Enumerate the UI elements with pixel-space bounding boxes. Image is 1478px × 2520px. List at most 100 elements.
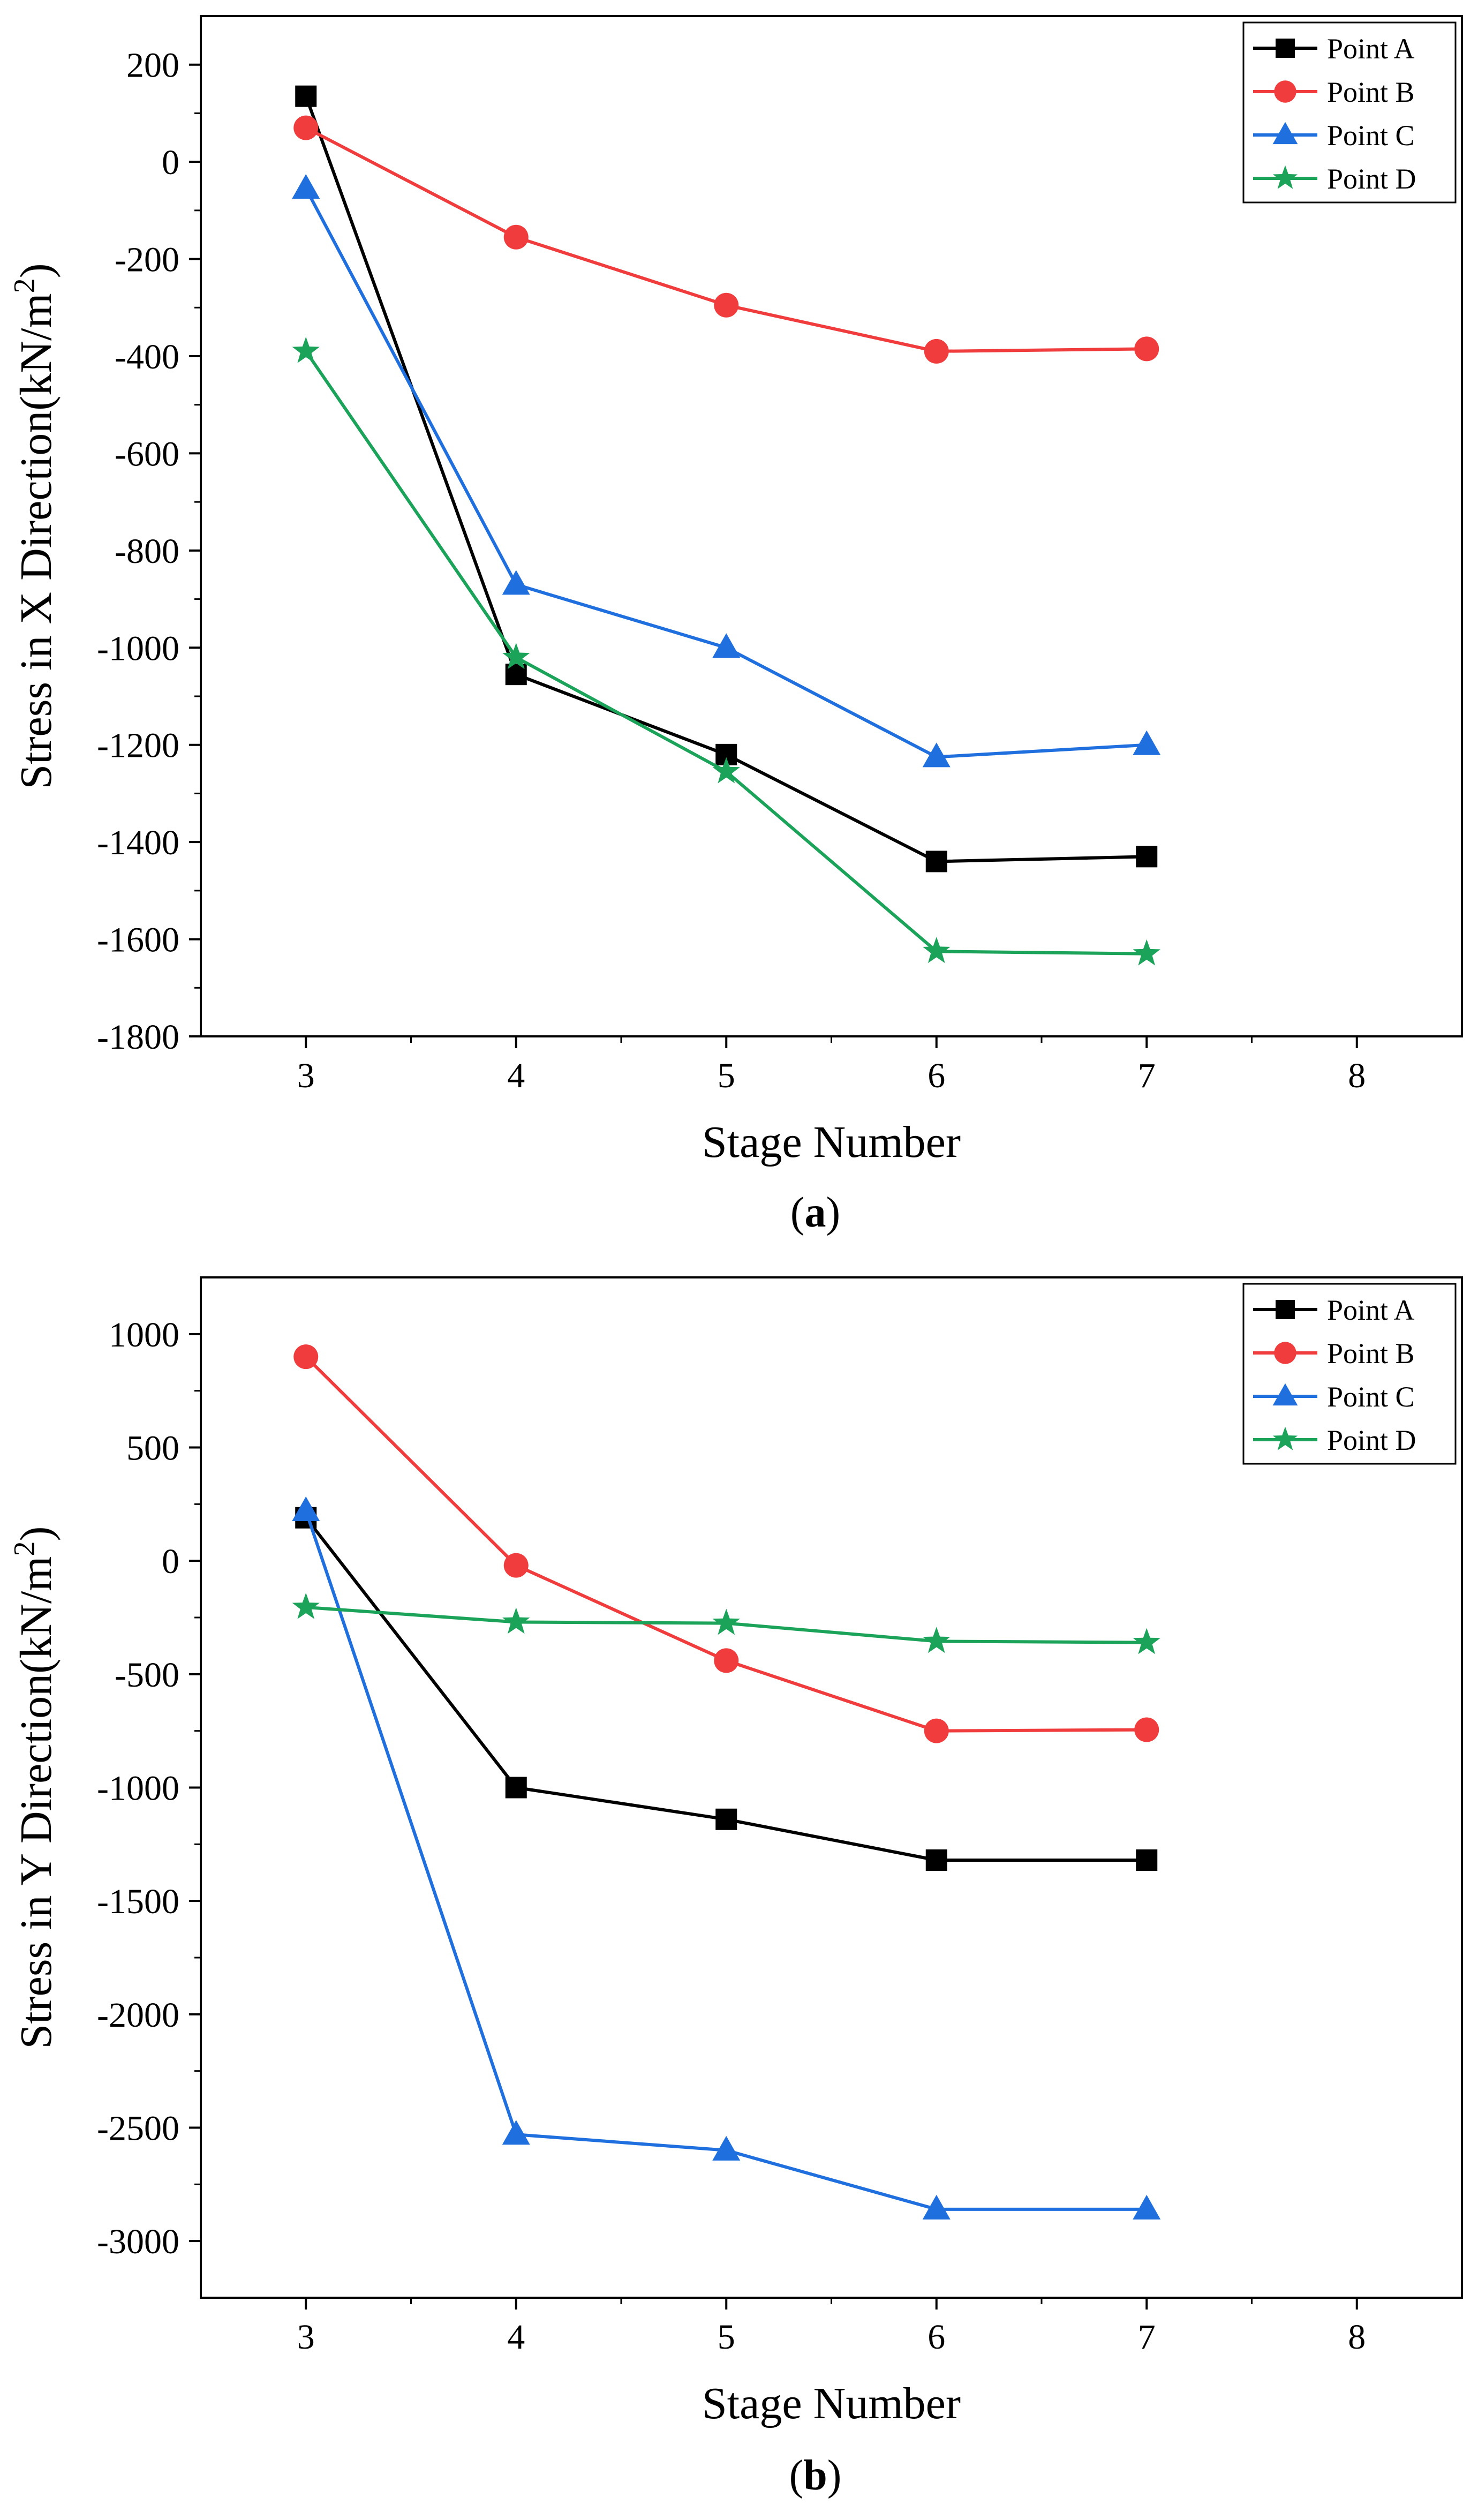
y-tick-label: 1000 <box>109 1315 179 1355</box>
panel-caption: (a) <box>790 1189 840 1236</box>
x-axis-title: Stage Number <box>702 1117 961 1167</box>
x-tick-label: 6 <box>927 2318 945 2357</box>
legend-label: Point D <box>1327 163 1416 195</box>
series-point-b <box>293 115 1159 364</box>
data-point <box>923 1627 951 1653</box>
y-tick-label: -1400 <box>97 823 179 862</box>
data-point <box>712 757 740 784</box>
data-point <box>1134 336 1159 362</box>
legend: Point A Point B Point C Point D <box>1242 21 1457 204</box>
data-point <box>502 2120 530 2145</box>
y-tick-label: -800 <box>115 532 179 571</box>
data-point <box>924 338 949 364</box>
data-point <box>925 1849 947 1871</box>
data-point <box>503 224 529 250</box>
legend-marker <box>1272 1383 1298 1406</box>
x-tick-label: 4 <box>507 1056 525 1095</box>
legend-label: Point B <box>1327 76 1415 108</box>
data-point <box>714 1648 739 1673</box>
legend-marker <box>1272 1426 1298 1450</box>
y-axis-title: Stress in X Direction(kN/m2) <box>8 263 61 789</box>
x-tick-label: 5 <box>718 1056 735 1095</box>
x-tick-label: 3 <box>297 2318 315 2357</box>
x-tick-label: 8 <box>1348 1056 1366 1095</box>
data-point <box>924 1718 949 1743</box>
x-tick-label: 6 <box>927 1056 945 1095</box>
data-point <box>1136 1849 1158 1871</box>
legend-label: Point C <box>1327 119 1415 152</box>
y-tick-label: -1500 <box>97 1882 179 1921</box>
data-point <box>1133 2194 1161 2220</box>
chart-panel-b: 3 4 5 6 7 8 -3000 -2500 -2000 -1500 -1000 -500 0 500 1… <box>8 1276 1463 2499</box>
data-point <box>715 1808 737 1830</box>
legend-marker <box>1274 1342 1296 1364</box>
data-point <box>923 937 951 964</box>
x-tick-label: 8 <box>1348 2318 1366 2357</box>
series-point-d <box>292 1592 1160 1654</box>
data-point <box>922 2194 951 2220</box>
x-tick-label: 5 <box>718 2318 735 2357</box>
series-point-a <box>295 85 1158 872</box>
y-tick-label: -2000 <box>97 1996 179 2035</box>
data-point <box>712 633 741 658</box>
data-point <box>292 174 320 199</box>
data-point <box>925 851 947 872</box>
data-point <box>295 85 317 107</box>
data-point <box>1136 846 1158 868</box>
data-point <box>293 115 319 140</box>
data-point <box>505 1777 527 1799</box>
legend-label: Point D <box>1327 1424 1416 1456</box>
data-point <box>502 643 530 670</box>
legend: Point A Point B Point C Point D <box>1242 1283 1457 1465</box>
data-point <box>714 292 739 318</box>
series-point-a <box>295 1507 1158 1871</box>
series-point-d <box>292 336 1160 966</box>
legend-label: Point A <box>1327 33 1415 65</box>
panel-caption: (b) <box>789 2452 842 2499</box>
y-tick-label: 200 <box>126 46 179 85</box>
x-tick-label: 4 <box>507 2318 525 2357</box>
data-point <box>922 742 951 768</box>
series-point-b <box>293 1344 1159 1743</box>
y-tick-label: 0 <box>162 143 179 182</box>
data-point <box>1133 1628 1160 1654</box>
data-point <box>502 570 530 595</box>
y-tick-label: -600 <box>115 434 179 473</box>
y-tick-label: -1200 <box>97 726 179 765</box>
legend-label: Point A <box>1327 1294 1415 1326</box>
data-point <box>292 1592 320 1619</box>
y-axis-title: Stress in Y Direction(kN/m2) <box>8 1526 61 2049</box>
series-point-c <box>292 174 1161 768</box>
y-tick-label: 500 <box>126 1429 179 1468</box>
series-point-c <box>292 1496 1161 2220</box>
data-point <box>1133 939 1160 966</box>
data-point <box>712 2135 741 2161</box>
legend-marker <box>1274 80 1296 103</box>
data-point <box>1134 1717 1159 1742</box>
y-tick-label: -200 <box>115 240 179 280</box>
data-point <box>712 1608 740 1635</box>
y-tick-label: -2500 <box>97 2109 179 2148</box>
legend-marker <box>1272 165 1298 189</box>
legend-marker <box>1272 122 1298 145</box>
data-point <box>292 336 320 363</box>
series-line <box>305 1356 1147 1733</box>
legend-marker <box>1276 39 1295 58</box>
y-tick-label: 0 <box>162 1542 179 1581</box>
series-line <box>305 126 1147 353</box>
data-point <box>503 1553 529 1578</box>
y-tick-label: -400 <box>115 337 179 377</box>
y-tick-label: -1800 <box>97 1018 179 1057</box>
data-point <box>1133 730 1161 755</box>
data-point <box>292 1496 320 1522</box>
legend-label: Point C <box>1327 1381 1415 1413</box>
x-tick-label: 3 <box>297 1056 315 1095</box>
y-tick-label: -1000 <box>97 629 179 668</box>
y-tick-label: -500 <box>115 1656 179 1695</box>
data-point <box>293 1344 319 1370</box>
legend-label: Point B <box>1327 1337 1415 1370</box>
data-point <box>502 1607 530 1634</box>
chart-panel-a: 3 4 5 6 7 8 -1800 -1600 -1400 -1200 -1000 -800 -600 -… <box>8 15 1463 1236</box>
y-tick-label: -3000 <box>97 2222 179 2261</box>
